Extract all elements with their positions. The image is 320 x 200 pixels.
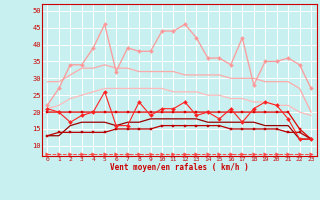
X-axis label: Vent moyen/en rafales ( km/h ): Vent moyen/en rafales ( km/h ) [110,163,249,172]
